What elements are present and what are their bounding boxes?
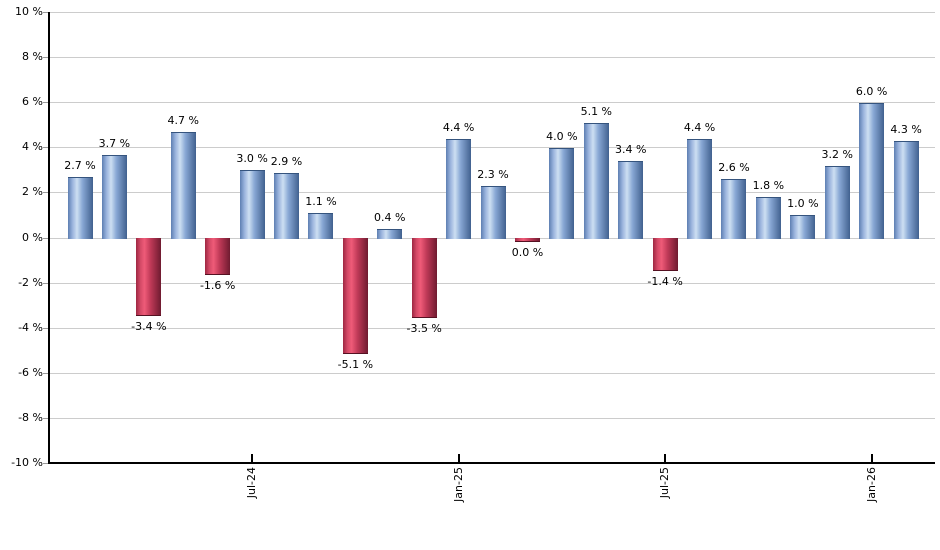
bar bbox=[825, 166, 850, 239]
x-axis-tick bbox=[664, 454, 666, 462]
y-axis-label: -8 % bbox=[18, 411, 43, 424]
y-axis-label: 0 % bbox=[22, 231, 43, 244]
bar bbox=[274, 173, 299, 239]
bar-value-label: 2.7 % bbox=[64, 159, 96, 172]
bar bbox=[687, 139, 712, 239]
bar-value-label: 2.9 % bbox=[270, 155, 303, 168]
bar bbox=[171, 132, 196, 239]
x-axis-tick bbox=[458, 454, 460, 462]
bar bbox=[343, 238, 368, 354]
x-axis-label: Jul-24 bbox=[245, 467, 258, 499]
y-axis-tick bbox=[43, 57, 49, 58]
bar bbox=[515, 238, 540, 242]
bar-value-label: 2.3 % bbox=[477, 168, 509, 181]
bar bbox=[756, 197, 781, 239]
bar bbox=[894, 141, 919, 239]
y-axis-label: 4 % bbox=[22, 140, 43, 153]
y-axis-tick bbox=[43, 12, 49, 13]
gridline bbox=[50, 147, 935, 148]
bar-value-label: 0.4 % bbox=[374, 211, 406, 224]
bar-value-label: 4.3 % bbox=[890, 123, 922, 136]
bar-value-label: 6.0 % bbox=[855, 85, 888, 98]
gridline bbox=[50, 12, 935, 13]
gridline bbox=[50, 373, 935, 374]
bar-value-label: 4.7 % bbox=[167, 114, 199, 127]
bar bbox=[584, 123, 609, 239]
x-axis-label: Jan-26 bbox=[865, 467, 878, 502]
y-axis-label: -10 % bbox=[11, 456, 43, 469]
bar bbox=[377, 229, 402, 239]
bar bbox=[721, 179, 746, 239]
y-axis-tick bbox=[43, 373, 49, 374]
bar bbox=[653, 238, 678, 271]
y-axis-tick bbox=[43, 283, 49, 284]
bar bbox=[205, 238, 230, 275]
bar bbox=[446, 139, 471, 239]
y-axis-tick bbox=[43, 328, 49, 329]
bar-value-label: -1.6 % bbox=[199, 279, 236, 292]
bar bbox=[481, 186, 506, 239]
gridline bbox=[50, 102, 935, 103]
y-axis-tick bbox=[43, 147, 49, 148]
bar bbox=[68, 177, 93, 239]
bar-value-label: -3.4 % bbox=[131, 320, 167, 333]
bar-value-label: 1.1 % bbox=[305, 195, 337, 208]
bar-value-label: -5.1 % bbox=[337, 358, 374, 371]
y-axis-label: 8 % bbox=[22, 50, 43, 63]
x-axis-tick bbox=[251, 454, 253, 462]
y-axis-label: 10 % bbox=[15, 5, 43, 18]
bar-value-label: 4.0 % bbox=[546, 130, 578, 143]
bar-value-label: 3.7 % bbox=[98, 137, 131, 150]
bar bbox=[240, 170, 265, 239]
bar bbox=[102, 155, 127, 239]
bar-value-label: 3.0 % bbox=[236, 152, 268, 165]
bar-value-label: 1.0 % bbox=[787, 197, 819, 210]
bar bbox=[618, 161, 643, 239]
y-axis-label: -6 % bbox=[18, 366, 43, 379]
bar-value-label: 1.8 % bbox=[752, 179, 785, 192]
gridline bbox=[50, 57, 935, 58]
bar-value-label: 3.2 % bbox=[821, 148, 853, 161]
y-axis-label: 2 % bbox=[22, 185, 43, 198]
bar-value-label: 4.4 % bbox=[683, 121, 716, 134]
y-axis-tick bbox=[43, 238, 49, 239]
bar bbox=[308, 213, 333, 239]
bar-value-label: 2.6 % bbox=[718, 161, 750, 174]
bar bbox=[859, 103, 884, 239]
y-axis-tick bbox=[43, 418, 49, 419]
bar bbox=[412, 238, 437, 318]
bar bbox=[790, 215, 815, 239]
x-axis-label: Jan-25 bbox=[452, 467, 465, 502]
gridline bbox=[50, 328, 935, 329]
bar bbox=[549, 148, 574, 239]
y-axis-tick bbox=[43, 102, 49, 103]
y-axis-label: 6 % bbox=[22, 95, 43, 108]
x-axis-line bbox=[48, 462, 935, 464]
y-axis-tick bbox=[43, 463, 49, 464]
bar-value-label: 0.0 % bbox=[511, 246, 544, 259]
y-axis-line bbox=[48, 12, 50, 464]
bar bbox=[136, 238, 161, 316]
bar-value-label: 5.1 % bbox=[580, 105, 613, 118]
y-axis-tick bbox=[43, 192, 49, 193]
y-axis-label: -2 % bbox=[18, 276, 43, 289]
bar-value-label: 4.4 % bbox=[442, 121, 475, 134]
gridline bbox=[50, 418, 935, 419]
bar-value-label: 3.4 % bbox=[614, 143, 647, 156]
bar-value-label: -1.4 % bbox=[647, 275, 683, 288]
x-axis-label: Jul-25 bbox=[658, 467, 671, 499]
x-axis-tick bbox=[871, 454, 873, 462]
bar-value-label: -3.5 % bbox=[406, 322, 442, 335]
gridline bbox=[50, 283, 935, 284]
y-axis-label: -4 % bbox=[18, 321, 43, 334]
